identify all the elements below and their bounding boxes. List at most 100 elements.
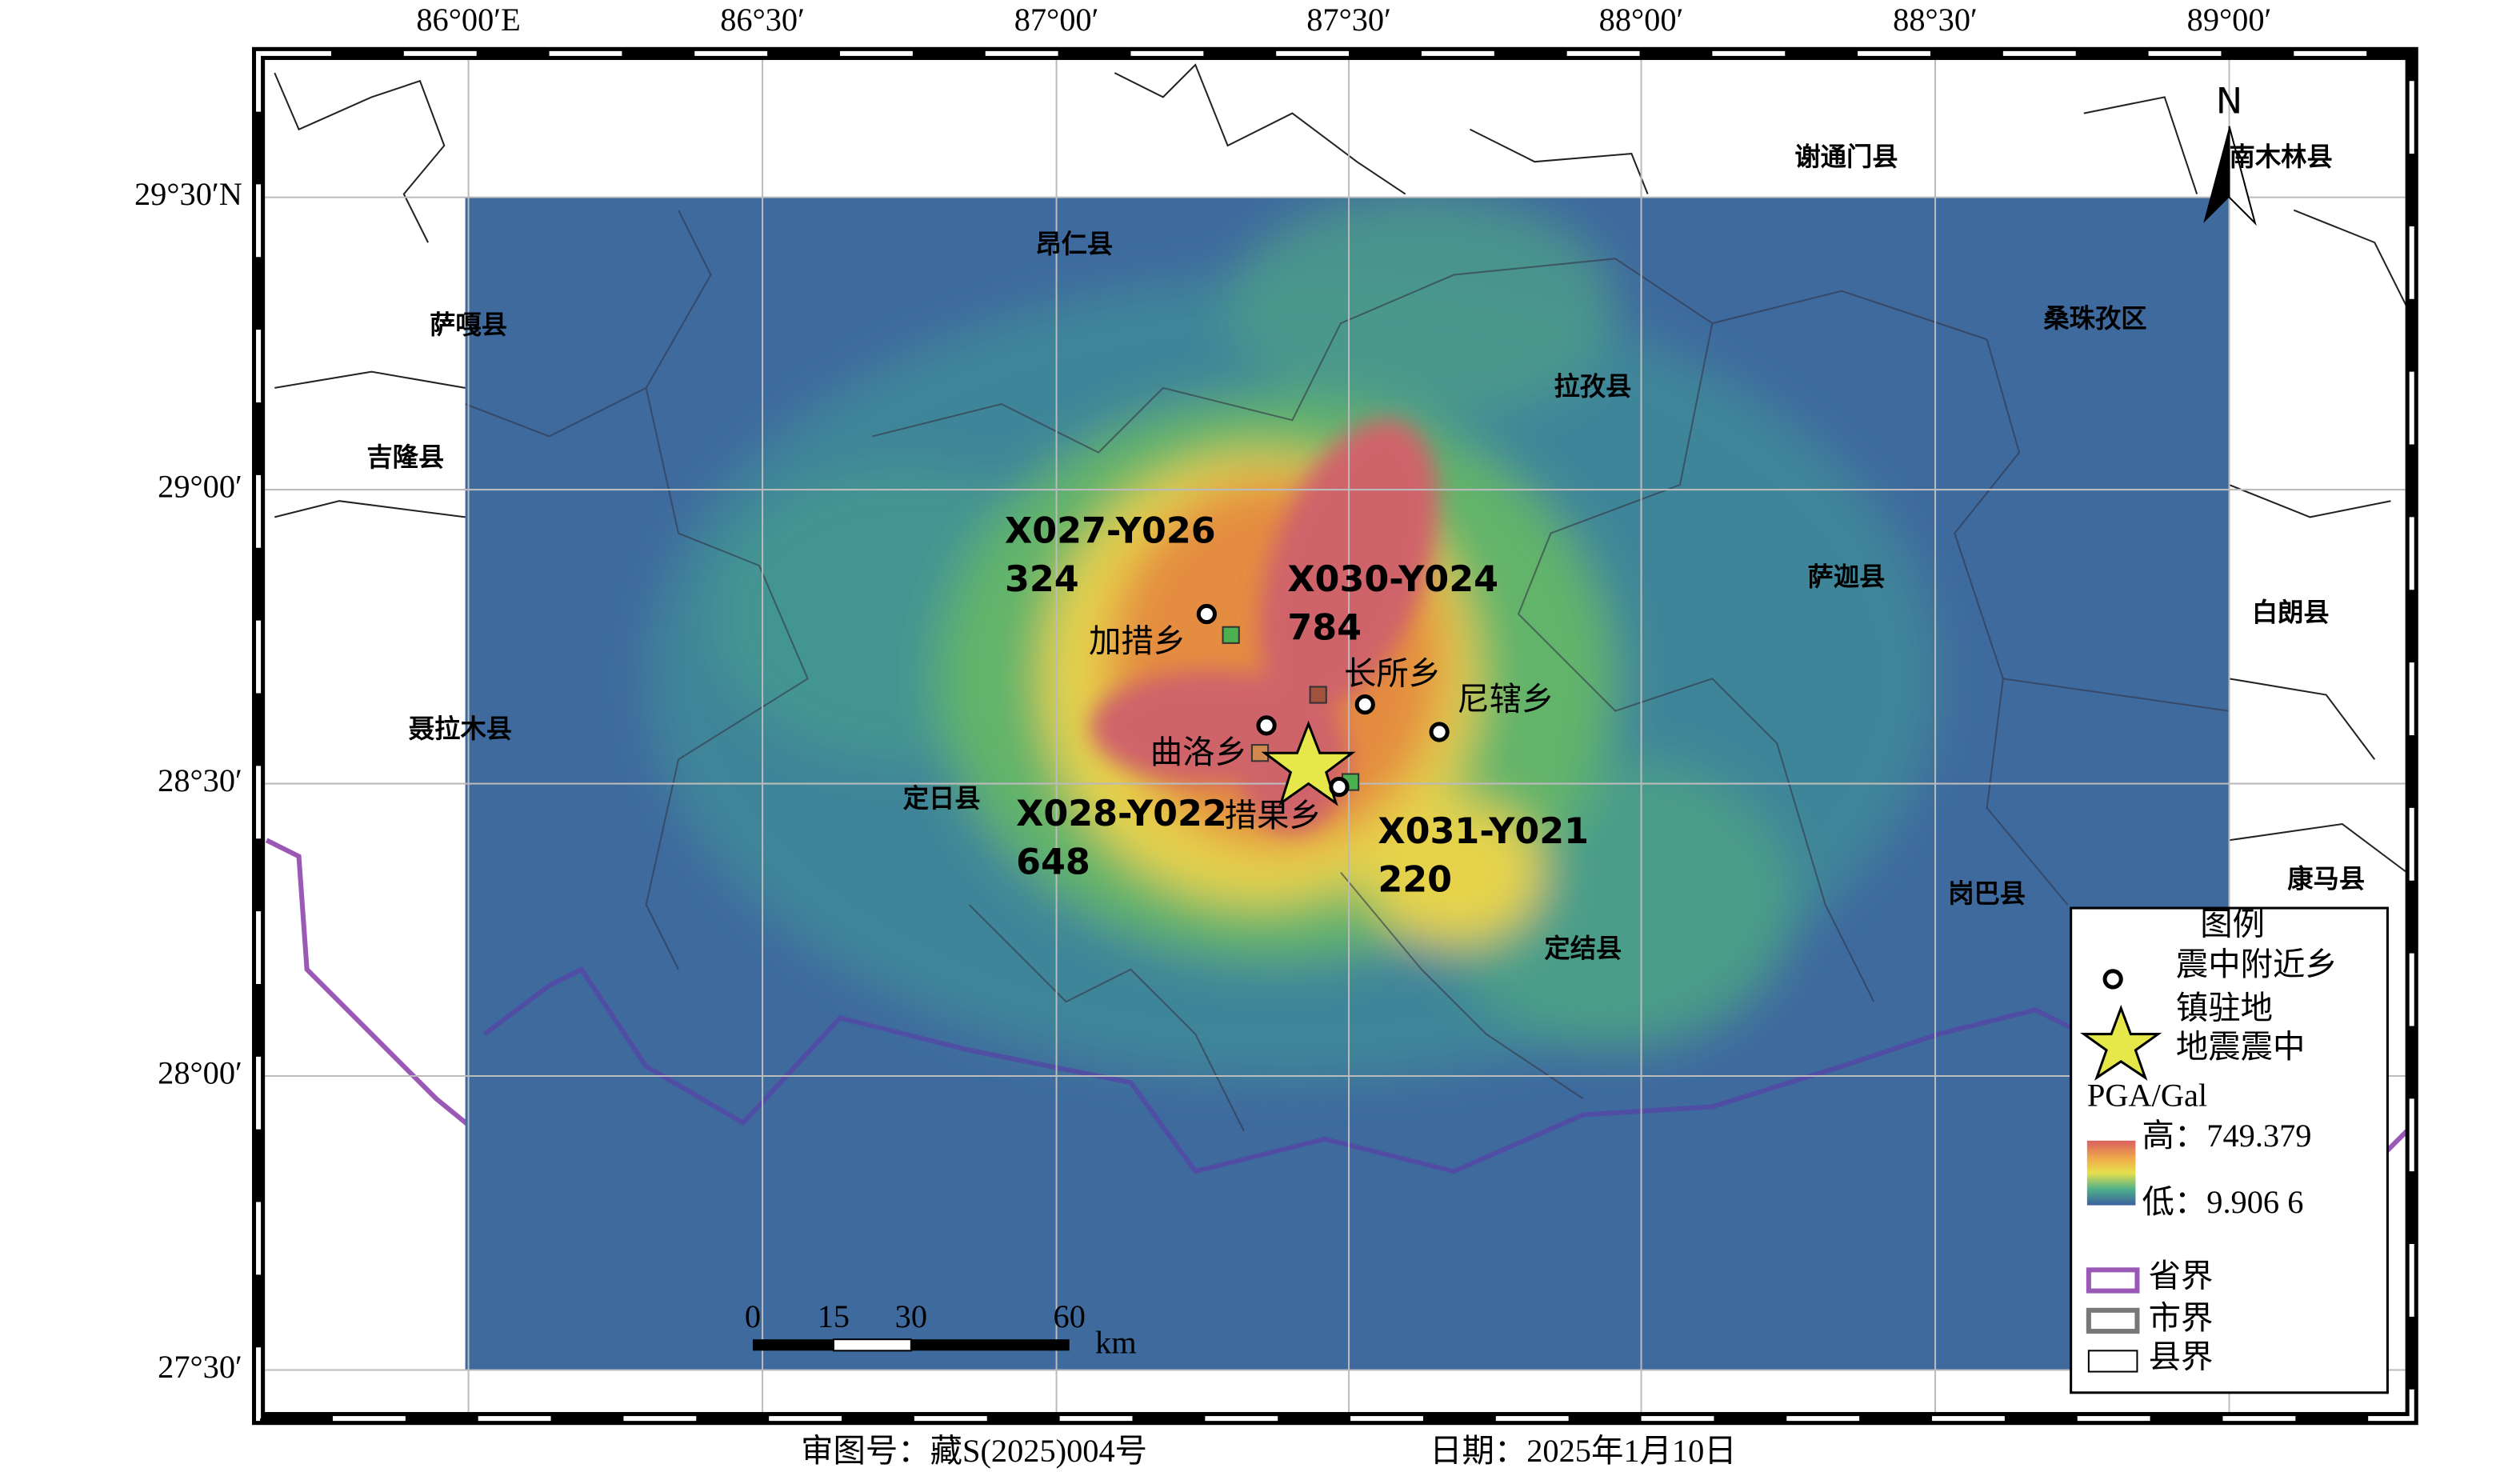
station-id: X028-Y022 <box>1016 794 1227 834</box>
county-label: 南木林县 <box>2230 142 2333 172</box>
county-label: 康马县 <box>2287 864 2365 894</box>
county-boundary <box>2083 96 2408 308</box>
epicenter <box>1261 720 1356 806</box>
town-point <box>1354 694 1375 715</box>
county-boundary <box>1517 322 1875 1002</box>
legend-title: 图例 <box>2200 906 2265 942</box>
station-square <box>1309 686 1327 704</box>
county-label: 桑珠孜区 <box>2043 303 2146 334</box>
symbols <box>1196 603 1450 806</box>
county-label: 拉孜县 <box>1554 371 1632 402</box>
legend-town-label-2: 镇驻地 <box>2176 990 2273 1026</box>
county-boundary <box>1954 339 2230 906</box>
county-label: 谢通门县 <box>1794 142 1898 172</box>
heat-zone <box>1365 799 1543 946</box>
county-boundary <box>872 258 1987 454</box>
legend-province-symbol <box>2086 1267 2140 1294</box>
county-label: 吉隆县 <box>366 442 444 473</box>
heat-zone <box>1227 197 1616 421</box>
station-id: X030-Y024 <box>1287 559 1498 600</box>
legend <box>2070 906 2389 1394</box>
scale-bar <box>752 1338 1070 1352</box>
town-label: 曲洛乡 <box>1150 734 1247 771</box>
latitude-label: 29°00′ <box>158 468 242 504</box>
legend-epicenter: 地震震中 <box>2176 1029 2306 1065</box>
map-date: 日期：2025年1月10日 <box>1430 1433 1737 1469</box>
county-boundary <box>2229 484 2408 874</box>
county-label: 定结县 <box>1544 934 1622 964</box>
legend-county: 县界 <box>2149 1339 2214 1375</box>
scale-tick-label: 60 <box>1054 1298 1086 1334</box>
legend-town-label-1: 震中附近乡 <box>2176 946 2338 982</box>
latitude-label: 29°30′N <box>134 176 242 212</box>
county-label: 萨迦县 <box>1808 562 1886 592</box>
legend-city-symbol <box>2086 1307 2140 1334</box>
county-boundary <box>1470 128 1649 194</box>
approval-number: 审图号：藏S(2025)004号 <box>801 1433 1147 1469</box>
scale-unit: km <box>1095 1325 1137 1361</box>
county-boundary <box>274 72 446 243</box>
county-label: 定日县 <box>903 783 981 814</box>
scale-segment <box>752 1339 834 1351</box>
station-value: 648 <box>1016 842 1090 883</box>
legend-epicenter-symbol <box>2080 1004 2162 1081</box>
legend-pga-title: PGA/Gal <box>2087 1078 2207 1114</box>
county-boundaries <box>465 210 2230 1132</box>
station-id: X031-Y021 <box>1378 811 1589 852</box>
longitude-label: 88°30′ <box>1893 2 1978 38</box>
county-label: 岗巴县 <box>1948 878 2026 909</box>
county-boundary <box>968 871 1584 1132</box>
latitude-label: 28°30′ <box>158 762 242 798</box>
outer-boundaries <box>274 63 2408 874</box>
north-arrow: N <box>2203 81 2257 226</box>
north-label: N <box>2216 81 2242 122</box>
legend-city: 市界 <box>2149 1300 2214 1336</box>
town-label: 措果乡 <box>1225 797 1322 834</box>
county-boundary <box>1114 63 1406 195</box>
north-arrow-right <box>2228 126 2257 226</box>
station-square <box>1222 626 1240 644</box>
county-label: 昂仁县 <box>1035 229 1113 259</box>
station-id: X027-Y026 <box>1005 511 1216 552</box>
longitude-label: 86°30′ <box>720 2 805 38</box>
town-point <box>1196 603 1217 625</box>
town-point <box>1256 715 1277 736</box>
province-boundary <box>265 838 474 1130</box>
longitude-label: 87°30′ <box>1306 2 1391 38</box>
station-value: 324 <box>1005 559 1079 600</box>
legend-high: 高：749.379 <box>2142 1118 2311 1154</box>
graticule <box>265 59 2406 1413</box>
longitude-label: 86°00′E <box>416 2 520 38</box>
legend-pga-ramp <box>2086 1140 2136 1206</box>
legend-province: 省界 <box>2149 1258 2214 1294</box>
county-label: 聂拉木县 <box>409 714 512 744</box>
town-label: 尼辖乡 <box>1457 681 1554 718</box>
station-value: 784 <box>1287 608 1362 649</box>
latitude-label: 27°30′ <box>158 1349 242 1385</box>
legend-low: 低：9.906 6 <box>2142 1184 2303 1220</box>
town-point <box>1429 722 1450 742</box>
scale-tick-label: 15 <box>818 1298 850 1334</box>
county-boundary <box>274 370 466 518</box>
station-value: 220 <box>1378 860 1452 901</box>
scale-tick-label: 0 <box>745 1298 761 1334</box>
scale-tick-label: 30 <box>895 1298 927 1334</box>
county-boundary <box>465 210 809 970</box>
longitude-label: 89°00′ <box>2187 2 2272 38</box>
town-point <box>1329 776 1350 798</box>
town-label: 长所乡 <box>1344 654 1441 692</box>
national-boundary <box>482 966 2230 1174</box>
county-label: 白朗县 <box>2252 598 2330 628</box>
longitude-label: 88°00′ <box>1599 2 1684 38</box>
legend-county-symbol <box>2087 1350 2138 1373</box>
county-label: 萨嘎县 <box>430 310 507 340</box>
latitude-label: 28°00′ <box>158 1054 242 1090</box>
scale-segment <box>832 1338 912 1352</box>
longitude-label: 87°00′ <box>1014 2 1099 38</box>
map-frame-pattern <box>256 50 2414 1422</box>
north-arrow-left <box>2203 126 2230 223</box>
scale-segment <box>910 1339 1070 1351</box>
